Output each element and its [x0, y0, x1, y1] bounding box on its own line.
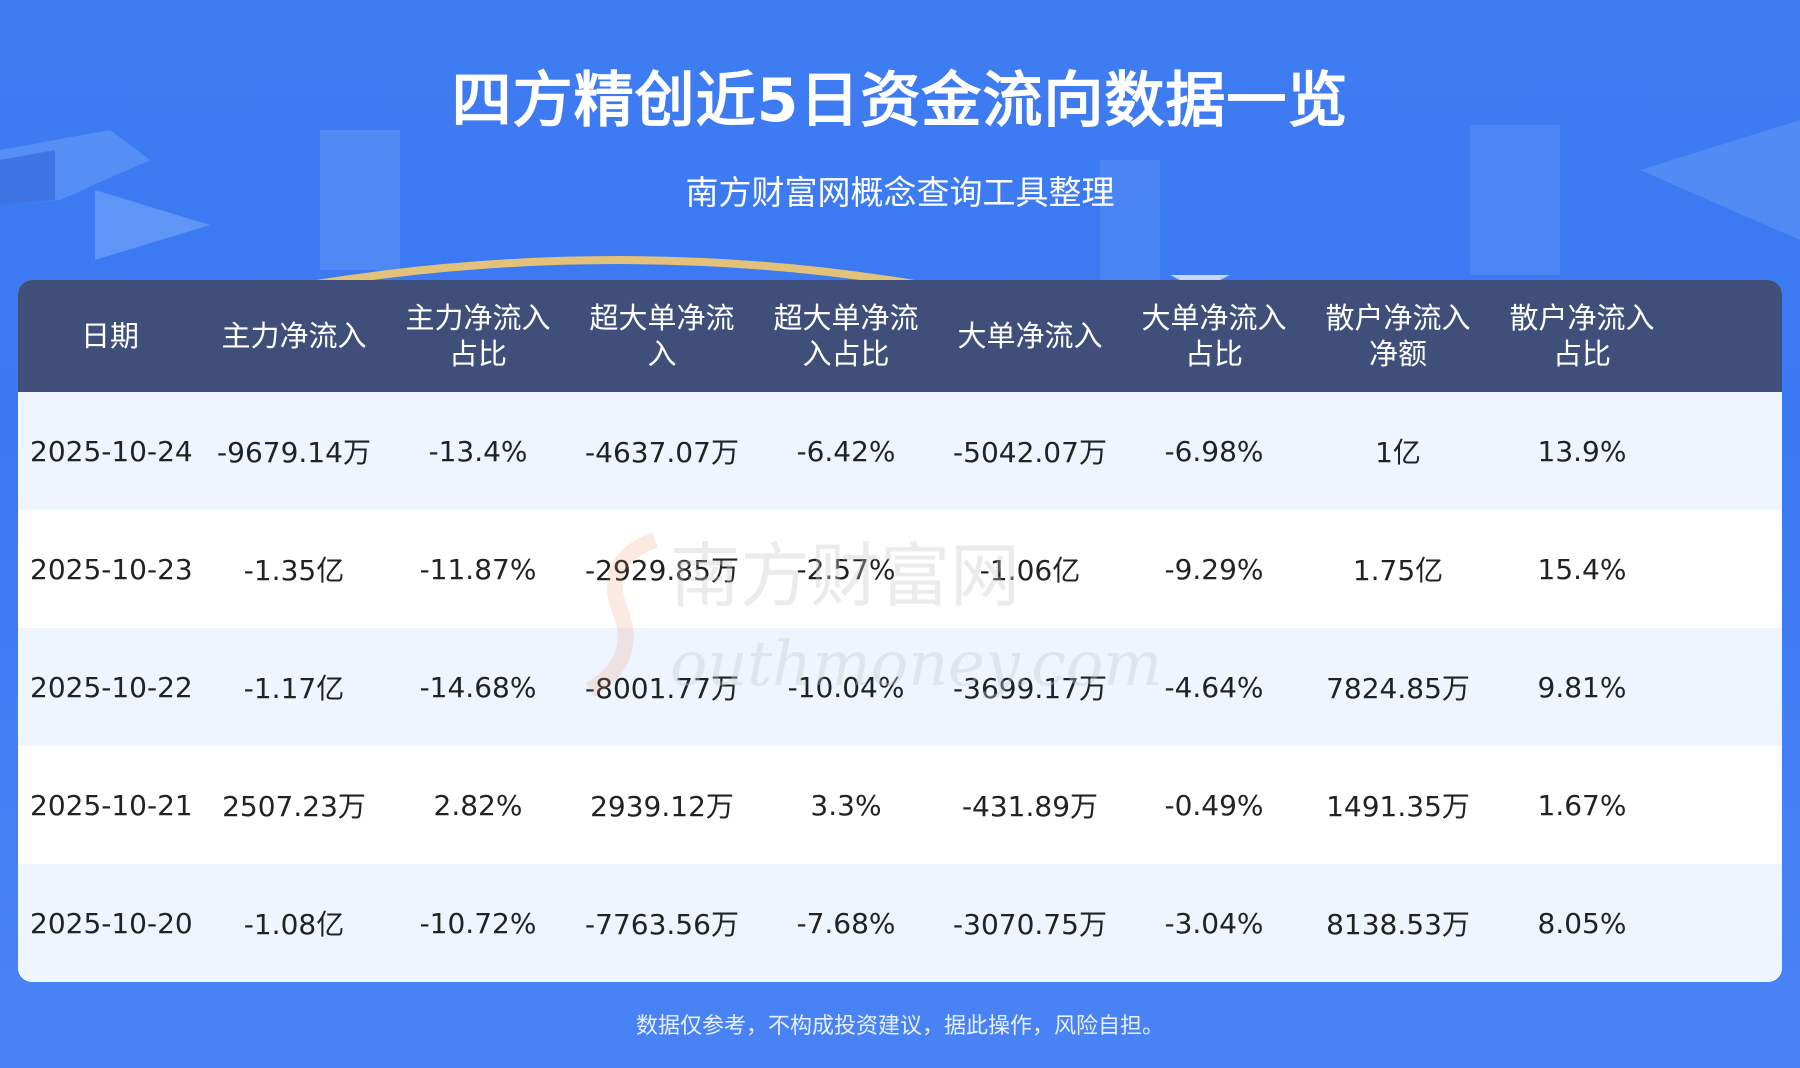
- table-cell: -0.49%: [1164, 788, 1264, 822]
- table-row: 2025-10-21 2507.23万 2.82% 2939.12万 3.3% -431.…: [18, 746, 1782, 864]
- table-cell: -10.72%: [419, 906, 537, 940]
- table-cell: -1.06亿: [979, 554, 1081, 587]
- table-cell: 2025-10-22: [30, 670, 193, 704]
- column-header: 大单净流入 占比: [1141, 301, 1287, 371]
- table-cell: -1.08亿: [243, 908, 345, 941]
- table-cell: 1亿: [1375, 436, 1421, 469]
- table-body: 2025-10-24 -9679.14万 -13.4% -4637.07万 -6.42%…: [18, 392, 1782, 982]
- table-cell: 2025-10-23: [30, 552, 193, 586]
- table-cell: -4637.07万: [585, 436, 739, 469]
- table-cell: 3.3%: [810, 788, 882, 822]
- disclaimer-text: 数据仅参考，不构成投资建议，据此操作，风险自担。: [635, 1014, 1164, 1039]
- data-table: 日期 主力净流入 主力净流入 占比 超大单净流入超大单净流 入占比 大单净流入 大单净流入 占比…: [18, 280, 1782, 982]
- table-cell: -1.35亿: [243, 554, 345, 587]
- table-cell: -3070.75万: [953, 908, 1107, 941]
- table-cell: 1491.35万: [1326, 790, 1470, 823]
- table-cell: 9.81%: [1537, 670, 1627, 704]
- column-header: 散户净流入 占比: [1509, 301, 1655, 371]
- table-cell: -8001.77万: [585, 672, 739, 705]
- table-cell: 2025-10-24: [30, 434, 193, 468]
- table-cell: -5042.07万: [953, 436, 1107, 469]
- table-cell: -2929.85万: [585, 554, 739, 587]
- table-cell: -9.29%: [1164, 552, 1264, 586]
- table-cell: -3.04%: [1164, 906, 1264, 940]
- column-header: 超大单净流入: [589, 301, 735, 371]
- column-header: 大单净流入: [957, 319, 1103, 353]
- table-cell: -13.4%: [428, 434, 528, 468]
- table-cell: 2507.23万: [222, 790, 366, 823]
- page-title: 四方精创近5日资金流向数据一览: [451, 66, 1349, 136]
- table-row: 2025-10-20 -1.08亿 -10.72% -7763.56万 -7.68% -3…: [18, 864, 1782, 982]
- table-cell: 2.82%: [433, 788, 523, 822]
- table-row: 2025-10-23 -1.35亿 -11.87% -2929.85万 -2.57% -1…: [18, 510, 1782, 628]
- table-cell: -7763.56万: [585, 908, 739, 941]
- table-cell: -6.42%: [796, 434, 896, 468]
- table-row: 2025-10-24 -9679.14万 -13.4% -4637.07万 -6.42%…: [18, 392, 1782, 510]
- table-cell: -431.89万: [961, 790, 1099, 823]
- background-decoration: [0, 120, 1800, 290]
- table-cell: -14.68%: [419, 670, 537, 704]
- table-cell: 1.75亿: [1352, 554, 1444, 587]
- column-header: 散户净流入 净额: [1325, 301, 1471, 371]
- table-cell: -4.64%: [1164, 670, 1264, 704]
- table-cell: -3699.17万: [953, 672, 1107, 705]
- table-cell: 2025-10-20: [30, 906, 193, 940]
- table-cell: 8.05%: [1537, 906, 1627, 940]
- table-cell: -9679.14万: [217, 436, 371, 469]
- table-cell: -10.04%: [787, 670, 905, 704]
- table-cell: 13.9%: [1537, 434, 1627, 468]
- table-cell: 7824.85万: [1326, 672, 1470, 705]
- table-cell: 8138.53万: [1326, 908, 1470, 941]
- column-header: 主力净流入 占比: [405, 301, 551, 371]
- column-header: 超大单净流 入占比: [773, 301, 919, 371]
- page-subtitle: 南方财富网概念查询工具整理: [685, 173, 1115, 212]
- table-cell: 2025-10-21: [30, 788, 193, 822]
- table-header-row: 日期 主力净流入 主力净流入 占比 超大单净流入超大单净流 入占比 大单净流入 大单净流入 占比…: [18, 280, 1782, 392]
- table-cell: 1.67%: [1537, 788, 1627, 822]
- column-header: 日期: [80, 319, 139, 353]
- table-cell: -6.98%: [1164, 434, 1264, 468]
- table-cell: -11.87%: [419, 552, 537, 586]
- table-cell: 15.4%: [1537, 552, 1627, 586]
- table-cell: -2.57%: [796, 552, 896, 586]
- table-cell: 2939.12万: [590, 790, 734, 823]
- table-row: 2025-10-22 -1.17亿 -14.68% -8001.77万 -10.04% -…: [18, 628, 1782, 746]
- column-header: 主力净流入: [221, 319, 367, 353]
- table-cell: -1.17亿: [243, 672, 345, 705]
- table-cell: -7.68%: [796, 906, 896, 940]
